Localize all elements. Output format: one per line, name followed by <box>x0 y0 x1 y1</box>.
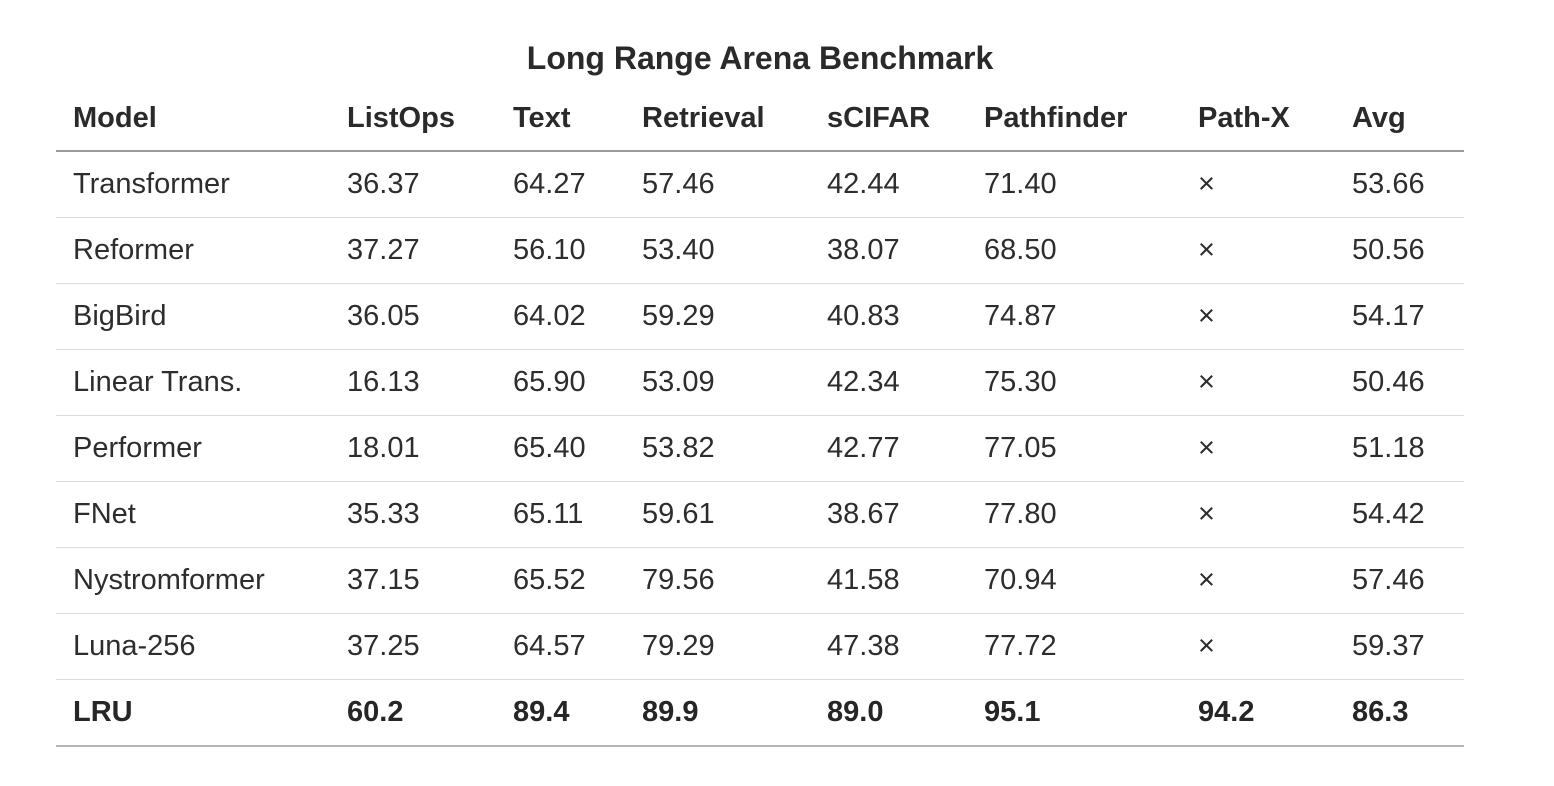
cell-avg: 50.46 <box>1335 349 1464 416</box>
table-row: Linear Trans. 16.13 65.90 53.09 42.34 75.30 × 5… <box>56 349 1464 416</box>
cell-model: Linear Trans. <box>56 349 330 416</box>
cell-model: Nystromformer <box>56 547 330 614</box>
benchmark-table: Model ListOps Text Retrieval sCIFAR Path… <box>56 86 1464 747</box>
table-row: Reformer 37.27 56.10 53.40 38.07 68.50 × 50.56 <box>56 217 1464 284</box>
cell-scifar: 42.77 <box>810 415 967 482</box>
cell-listops: 37.25 <box>330 613 496 680</box>
table-row: Luna-256 37.25 64.57 79.29 47.38 77.72 × 59.37 <box>56 613 1464 680</box>
cell-retrieval: 59.61 <box>625 481 810 548</box>
table-row: FNet 35.33 65.11 59.61 38.67 77.80 × 54.42 <box>56 481 1464 548</box>
cell-model: Luna-256 <box>56 613 330 680</box>
cell-text: 65.40 <box>496 415 625 482</box>
table-row: Performer 18.01 65.40 53.82 42.77 77.05 × 51.18 <box>56 415 1464 482</box>
cell-avg: 57.46 <box>1335 547 1464 614</box>
cell-text: 64.27 <box>496 151 625 218</box>
cell-model: BigBird <box>56 283 330 350</box>
cell-path-x: × <box>1181 283 1335 350</box>
cell-avg: 54.17 <box>1335 283 1464 350</box>
table-row: LRU 60.2 89.4 89.9 89.0 95.1 94.2 86.3 <box>56 679 1464 747</box>
cell-retrieval: 89.9 <box>625 679 810 747</box>
cell-path-x: × <box>1181 613 1335 680</box>
cell-model: LRU <box>56 679 330 747</box>
cell-path-x: × <box>1181 547 1335 614</box>
cell-model: Reformer <box>56 217 330 284</box>
cell-path-x: × <box>1181 481 1335 548</box>
cell-scifar: 41.58 <box>810 547 967 614</box>
cell-avg: 53.66 <box>1335 151 1464 218</box>
header-pathfinder: Pathfinder <box>967 86 1181 152</box>
cell-scifar: 89.0 <box>810 679 967 747</box>
cell-pathfinder: 95.1 <box>967 679 1181 747</box>
header-avg: Avg <box>1335 86 1464 152</box>
cell-scifar: 42.44 <box>810 151 967 218</box>
cell-retrieval: 57.46 <box>625 151 810 218</box>
cell-model: FNet <box>56 481 330 548</box>
cell-retrieval: 79.56 <box>625 547 810 614</box>
cell-scifar: 42.34 <box>810 349 967 416</box>
cell-pathfinder: 77.80 <box>967 481 1181 548</box>
header-path-x: Path-X <box>1181 86 1335 152</box>
cell-text: 65.90 <box>496 349 625 416</box>
header-row: Model ListOps Text Retrieval sCIFAR Path… <box>56 86 1464 152</box>
cell-text: 89.4 <box>496 679 625 747</box>
cell-retrieval: 53.40 <box>625 217 810 284</box>
cell-scifar: 38.67 <box>810 481 967 548</box>
cell-listops: 37.27 <box>330 217 496 284</box>
cell-scifar: 47.38 <box>810 613 967 680</box>
cell-pathfinder: 77.05 <box>967 415 1181 482</box>
cell-model: Performer <box>56 415 330 482</box>
cell-retrieval: 53.82 <box>625 415 810 482</box>
cell-avg: 50.56 <box>1335 217 1464 284</box>
table-row: Transformer 36.37 64.27 57.46 42.44 71.40 × 53.… <box>56 151 1464 218</box>
cell-text: 64.02 <box>496 283 625 350</box>
cell-text: 64.57 <box>496 613 625 680</box>
cell-text: 56.10 <box>496 217 625 284</box>
cell-listops: 36.37 <box>330 151 496 218</box>
cell-avg: 59.37 <box>1335 613 1464 680</box>
cell-pathfinder: 77.72 <box>967 613 1181 680</box>
cell-avg: 51.18 <box>1335 415 1464 482</box>
cell-text: 65.52 <box>496 547 625 614</box>
cell-retrieval: 53.09 <box>625 349 810 416</box>
header-listops: ListOps <box>330 86 496 152</box>
cell-avg: 86.3 <box>1335 679 1464 747</box>
cell-scifar: 40.83 <box>810 283 967 350</box>
cell-retrieval: 79.29 <box>625 613 810 680</box>
header-retrieval: Retrieval <box>625 86 810 152</box>
table-row: BigBird 36.05 64.02 59.29 40.83 74.87 × 54.17 <box>56 283 1464 350</box>
cell-text: 65.11 <box>496 481 625 548</box>
cell-pathfinder: 68.50 <box>967 217 1181 284</box>
cell-pathfinder: 71.40 <box>967 151 1181 218</box>
cell-pathfinder: 70.94 <box>967 547 1181 614</box>
cell-pathfinder: 75.30 <box>967 349 1181 416</box>
table-title: Long Range Arena Benchmark <box>526 40 994 76</box>
header-text: Text <box>496 86 625 152</box>
cell-scifar: 38.07 <box>810 217 967 284</box>
cell-path-x: × <box>1181 217 1335 284</box>
cell-retrieval: 59.29 <box>625 283 810 350</box>
table-body: Transformer 36.37 64.27 57.46 42.44 71.40 × 53.… <box>56 151 1464 747</box>
cell-listops: 35.33 <box>330 481 496 548</box>
cell-path-x: 94.2 <box>1181 679 1335 747</box>
cell-model: Transformer <box>56 151 330 218</box>
cell-listops: 37.15 <box>330 547 496 614</box>
table-header: Model ListOps Text Retrieval sCIFAR Path… <box>56 86 1464 152</box>
cell-path-x: × <box>1181 151 1335 218</box>
header-scifar: sCIFAR <box>810 86 967 152</box>
cell-listops: 18.01 <box>330 415 496 482</box>
cell-pathfinder: 74.87 <box>967 283 1181 350</box>
table-row: Nystromformer 37.15 65.52 79.56 41.58 70.94 × 5… <box>56 547 1464 614</box>
cell-listops: 60.2 <box>330 679 496 747</box>
cell-path-x: × <box>1181 349 1335 416</box>
cell-listops: 16.13 <box>330 349 496 416</box>
header-model: Model <box>56 86 330 152</box>
cell-listops: 36.05 <box>330 283 496 350</box>
cell-path-x: × <box>1181 415 1335 482</box>
cell-avg: 54.42 <box>1335 481 1464 548</box>
